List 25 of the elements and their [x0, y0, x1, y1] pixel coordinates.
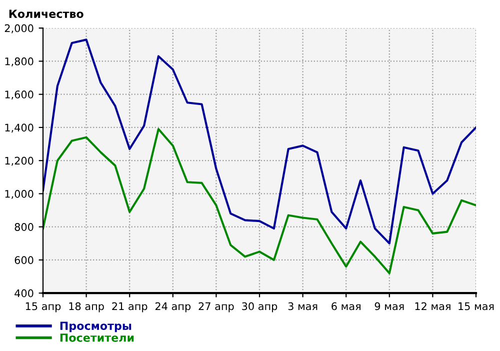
legend-label: Просмотры [60, 322, 132, 332]
x-tick-label: 9 мая [374, 302, 404, 310]
legend-label: Посетители [60, 334, 134, 342]
x-tick-label: 3 мая [288, 302, 318, 310]
y-tick-label: 800 [14, 223, 34, 231]
y-axis-title: Количество [9, 10, 84, 18]
y-tick-label: 1,400 [5, 124, 34, 133]
x-tick-label: 24 апр [155, 302, 191, 312]
y-tick-label: 2,000 [4, 24, 34, 34]
line-series [43, 128, 476, 274]
y-tick-label: 400 [14, 289, 34, 298]
x-tick-label: 21 апр [112, 302, 148, 312]
y-tick-label: 600 [14, 256, 34, 264]
y-tick-label: 1,000 [5, 190, 34, 199]
x-tick-label: 6 мая [332, 302, 360, 310]
x-tick-label: 12 мая [415, 302, 450, 310]
y-tick-label: 1,200 [5, 156, 34, 166]
x-tick-label: 15 апр [26, 302, 61, 312]
y-tick-label: 1,800 [5, 57, 34, 66]
x-tick-label: 27 апр [198, 302, 234, 312]
x-tick-label: 30 апр [242, 302, 278, 312]
y-tick-label: 1,600 [5, 90, 34, 100]
x-tick-label: 18 апр [69, 302, 104, 312]
line-series [43, 38, 476, 244]
x-tick-label: 15 мая [458, 302, 494, 310]
